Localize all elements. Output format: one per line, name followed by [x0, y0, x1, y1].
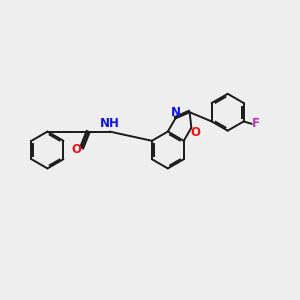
Text: N: N — [170, 106, 180, 119]
Text: NH: NH — [100, 117, 120, 130]
Text: O: O — [71, 143, 81, 156]
Text: F: F — [252, 117, 260, 130]
Text: O: O — [190, 126, 200, 139]
